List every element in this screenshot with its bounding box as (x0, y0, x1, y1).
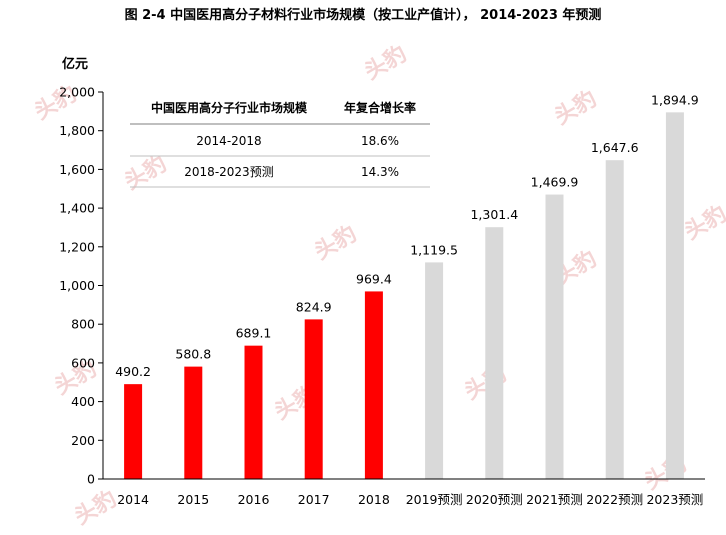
actual-bar (304, 319, 323, 479)
watermark: 头豹 (550, 86, 601, 131)
forecast-bar (485, 227, 504, 479)
forecast-bar (425, 262, 444, 479)
actual-bar (244, 345, 263, 479)
x-tick-label: 2016 (238, 492, 270, 507)
x-tick-label: 2022预测 (586, 492, 643, 507)
data-label: 1,301.4 (470, 207, 518, 222)
y-axis-unit: 亿元 (62, 56, 88, 72)
cagr-table-header: 中国医用高分子行业市场规模 (151, 100, 308, 115)
data-label: 1,647.6 (591, 140, 639, 155)
y-tick-label: 1,400 (59, 201, 95, 216)
y-tick-label: 1,000 (59, 278, 95, 293)
data-label: 490.2 (115, 364, 151, 379)
cagr-table-rate: 14.3% (361, 165, 399, 179)
x-tick-label: 2020预测 (466, 492, 523, 507)
cagr-table: 中国医用高分子行业市场规模 年复合增长率 2014-2018 18.6% 2018-20… (130, 100, 430, 188)
x-tick-label: 2021预测 (526, 492, 583, 507)
data-label: 689.1 (236, 326, 272, 341)
cagr-table-period: 2018-2023预测 (184, 165, 273, 179)
bars: 490.2 580.8 689.1 824.9 969.4 1,119.5 1,301.4 1… (115, 92, 699, 480)
x-tick-label: 2019预测 (406, 492, 463, 507)
x-tick-label: 2014 (117, 492, 149, 507)
actual-bar (124, 384, 143, 479)
x-tick-label: 2015 (177, 492, 209, 507)
x-tick-label: 2017 (298, 492, 330, 507)
x-tick-label: 2023预测 (646, 492, 703, 507)
forecast-bar (665, 112, 684, 479)
data-label: 1,119.5 (410, 242, 458, 257)
cagr-table-header: 年复合增长率 (344, 100, 416, 115)
y-axis: 0 200 400 600 800 1,000 1,200 1,400 1,600 1,800 2,… (59, 85, 104, 487)
data-label: 580.8 (175, 347, 211, 362)
watermark: 头豹 (680, 201, 726, 246)
y-tick-label: 2,000 (59, 85, 95, 100)
y-tick-label: 400 (71, 394, 95, 409)
y-tick-label: 200 (71, 433, 95, 448)
y-tick-label: 1,600 (59, 162, 95, 177)
forecast-bar (545, 194, 564, 480)
cagr-table-rate: 18.6% (361, 134, 399, 148)
actual-bar (184, 366, 203, 479)
data-label: 969.4 (356, 271, 392, 286)
y-tick-label: 800 (71, 317, 95, 332)
data-label: 1,894.9 (651, 92, 699, 107)
actual-bar (364, 291, 383, 479)
cagr-table-period: 2014-2018 (196, 134, 261, 148)
x-tick-label: 2018 (358, 492, 390, 507)
watermark: 头豹 (310, 221, 361, 266)
y-tick-label: 600 (71, 355, 95, 370)
data-label: 1,469.9 (531, 175, 579, 190)
x-axis: 2014 2015 2016 2017 2018 2019预测 2020预测 2021预测 20… (103, 478, 705, 507)
chart-title: 图 2-4 中国医用高分子材料行业市场规模（按工业产值计）， 2014-2023… (124, 8, 602, 23)
data-label: 824.9 (296, 299, 332, 314)
y-tick-label: 0 (87, 472, 95, 487)
y-tick-label: 1,800 (59, 123, 95, 138)
watermark: 头豹 (70, 486, 121, 531)
y-tick-label: 1,200 (59, 239, 95, 254)
watermark: 头豹 (120, 151, 171, 196)
watermark: 头豹 (360, 41, 411, 86)
forecast-bar (605, 160, 624, 480)
